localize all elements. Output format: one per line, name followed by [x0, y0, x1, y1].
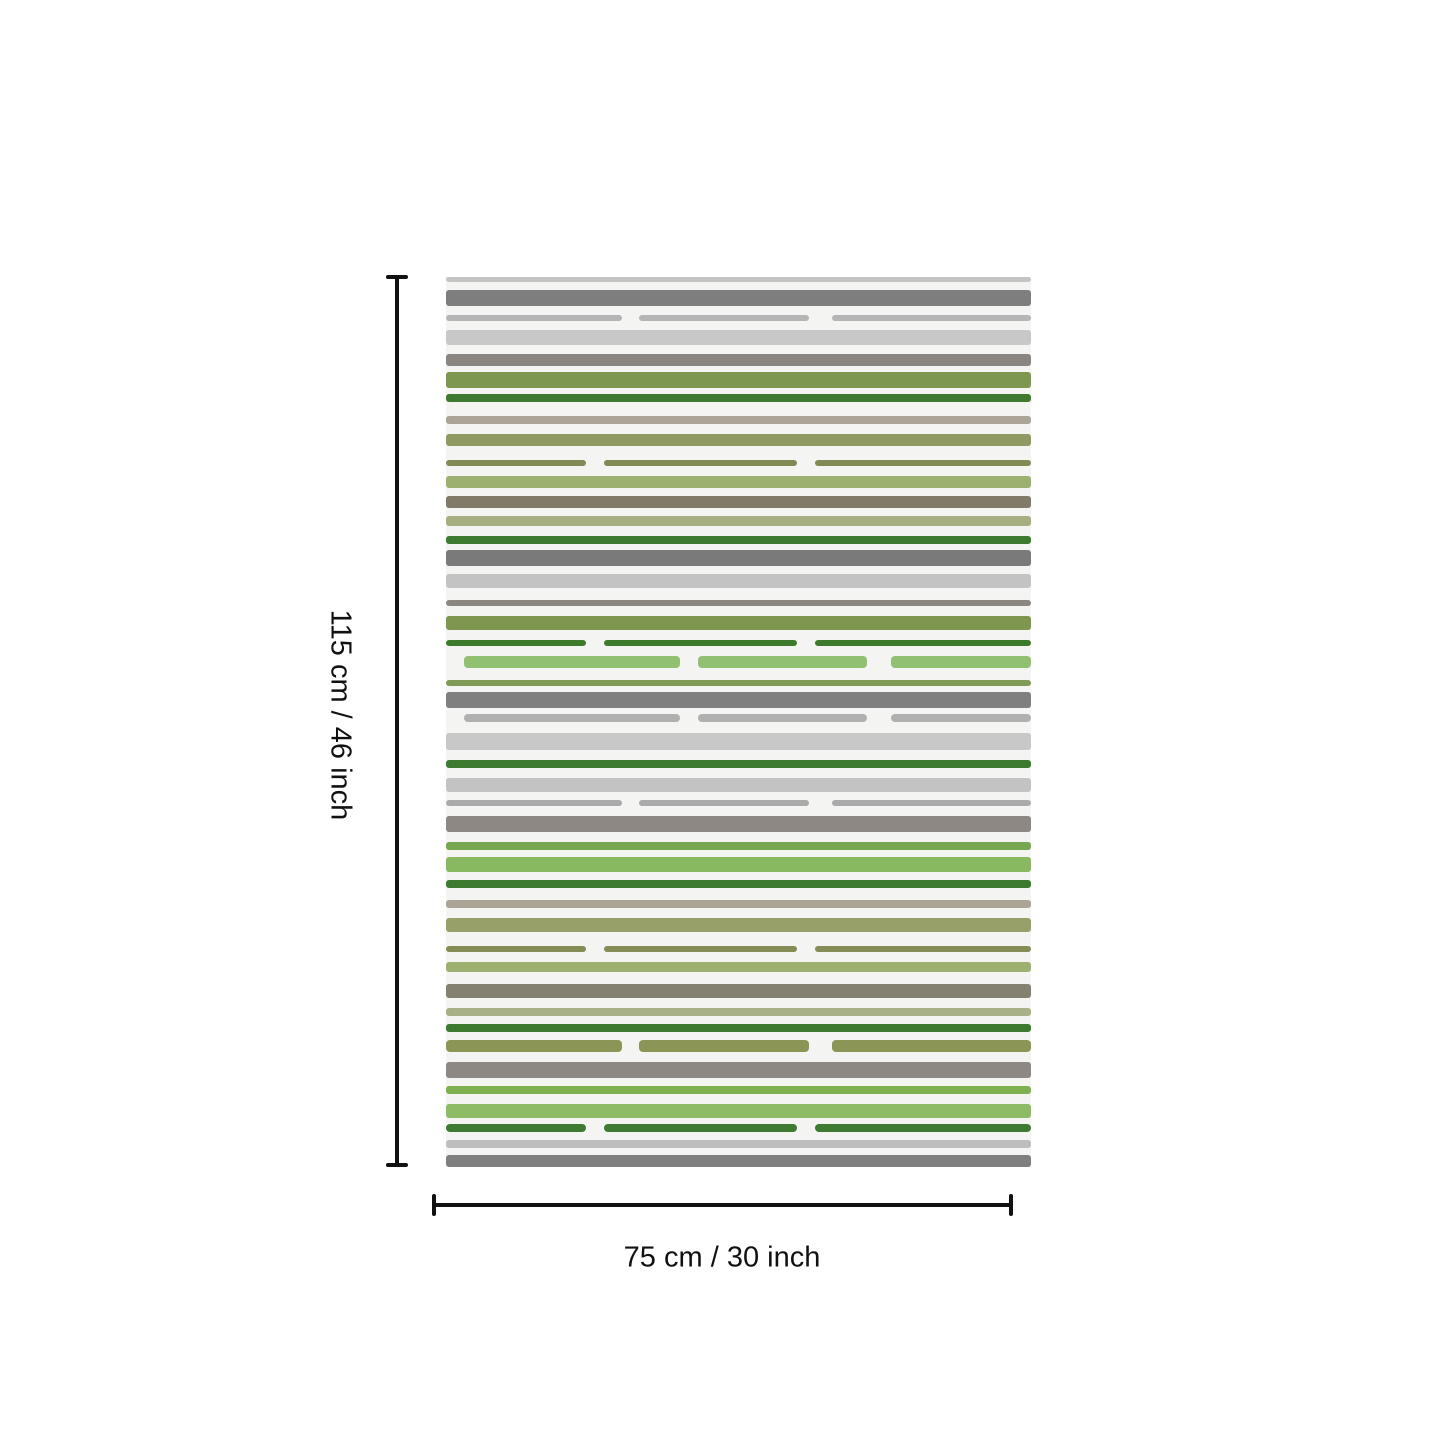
- rug-stripe: [446, 1086, 1031, 1094]
- rug-stripe-segment: [890, 656, 1031, 668]
- rug-stripe: [446, 1024, 1031, 1032]
- rug-stripe: [446, 550, 1031, 566]
- rug-stripe-segment: [639, 315, 809, 321]
- rug-stripe-segment: [697, 656, 868, 668]
- rug-stripe: [446, 760, 1031, 768]
- height-dimension-line: [395, 277, 399, 1167]
- rug-stripe: [446, 640, 1031, 646]
- height-dimension-cap-bottom: [386, 1163, 408, 1167]
- rug-stripe-segment: [603, 946, 797, 952]
- rug-stripe-segment: [832, 800, 1031, 806]
- width-dimension-line: [434, 1203, 1011, 1207]
- rug-stripe: [446, 476, 1031, 488]
- rug-stripe: [446, 880, 1031, 888]
- rug-stripe-segment: [446, 946, 587, 952]
- rug-stripe-segment: [446, 460, 587, 466]
- rug-stripe: [446, 460, 1031, 466]
- rug-stripe: [446, 962, 1031, 972]
- rug-stripe-segment: [603, 640, 797, 646]
- rug-stripe: [446, 733, 1031, 750]
- rug-stripe-segment: [639, 800, 809, 806]
- rug-stripe: [446, 394, 1031, 402]
- rug-stripe: [446, 656, 1031, 668]
- rug-stripe: [446, 842, 1031, 850]
- rug-stripe-segment: [832, 1040, 1031, 1052]
- rug-stripe: [446, 1062, 1031, 1078]
- rug-stripe-segment: [832, 315, 1031, 321]
- rug-stripe: [446, 1155, 1031, 1167]
- rug-stripe: [446, 536, 1031, 544]
- height-dimension-cap-top: [386, 275, 408, 279]
- rug-stripe-segment: [814, 1124, 1031, 1132]
- rug-stripe-segment: [463, 714, 680, 722]
- rug-stripe-segment: [814, 640, 1031, 646]
- rug-stripe: [446, 616, 1031, 630]
- width-label: 75 cm / 30 inch: [623, 1241, 821, 1274]
- height-label: 115 cm / 46 inch: [324, 609, 357, 821]
- rug-stripe-segment: [890, 714, 1031, 722]
- striped-rug-image: [446, 277, 1031, 1167]
- rug-stripe: [446, 692, 1031, 708]
- rug-stripe-segment: [446, 315, 622, 321]
- rug-stripe-segment: [697, 714, 868, 722]
- rug-stripe: [446, 574, 1031, 588]
- rug-stripe-segment: [446, 1124, 587, 1132]
- rug-stripe-segment: [603, 460, 797, 466]
- rug-stripe: [446, 714, 1031, 722]
- rug-stripe: [446, 277, 1031, 282]
- rug-stripe: [446, 946, 1031, 952]
- rug-stripe: [446, 680, 1031, 686]
- rug-stripe-segment: [639, 1040, 809, 1052]
- rug-stripe: [446, 1124, 1031, 1132]
- rug-stripe: [446, 372, 1031, 388]
- rug-stripe: [446, 290, 1031, 306]
- rug-stripe: [446, 857, 1031, 872]
- width-dimension-cap-right: [1009, 1194, 1013, 1216]
- rug-stripe-segment: [463, 656, 680, 668]
- rug-stripe: [446, 1104, 1031, 1118]
- rug-stripe: [446, 315, 1031, 321]
- rug-stripe-segment: [603, 1124, 797, 1132]
- rug-stripe: [446, 800, 1031, 806]
- rug-stripe: [446, 984, 1031, 998]
- width-dimension-cap-left: [432, 1194, 436, 1216]
- rug-stripe: [446, 1008, 1031, 1016]
- rug-stripe: [446, 778, 1031, 792]
- rug-stripe-segment: [446, 800, 622, 806]
- rug-stripe-segment: [446, 640, 587, 646]
- rug-stripe: [446, 416, 1031, 424]
- rug-stripe: [446, 900, 1031, 908]
- rug-stripe: [446, 516, 1031, 526]
- rug-stripe: [446, 496, 1031, 508]
- rug-stripe: [446, 816, 1031, 832]
- rug-stripe: [446, 434, 1031, 446]
- rug-stripe: [446, 918, 1031, 932]
- rug-stripe: [446, 1040, 1031, 1052]
- rug-stripe: [446, 354, 1031, 366]
- rug-stripe: [446, 330, 1031, 345]
- rug-stripe: [446, 1140, 1031, 1148]
- rug-stripe: [446, 600, 1031, 606]
- rug-stripe-segment: [814, 946, 1031, 952]
- rug-stripe-segment: [446, 1040, 622, 1052]
- rug-stripe-segment: [814, 460, 1031, 466]
